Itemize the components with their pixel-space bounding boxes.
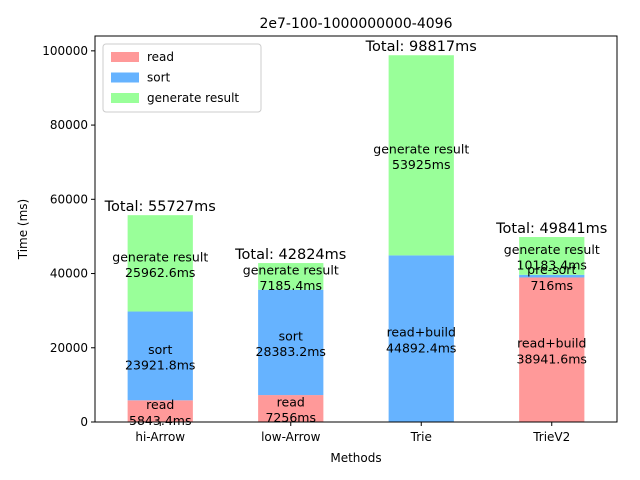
bar-segment xyxy=(258,263,324,290)
bar-segment xyxy=(258,395,324,422)
total-label: Total: 98817ms xyxy=(365,39,477,55)
legend: read sort generate result xyxy=(102,43,262,113)
legend-swatch xyxy=(111,72,139,83)
legend-label: generate result xyxy=(147,91,239,105)
total-label: Total: 55727ms xyxy=(104,199,216,215)
bar-segment xyxy=(519,277,585,422)
bar-segment xyxy=(127,400,193,422)
y-tick-label: 40000 xyxy=(50,267,88,281)
segment-label: generate result 10183.4ms xyxy=(504,242,600,273)
bar-segment xyxy=(258,289,324,396)
legend-label: read xyxy=(147,50,174,64)
x-tick-label: hi-Arrow xyxy=(135,430,185,444)
x-tick-label: Trie xyxy=(410,430,432,444)
bar-segment xyxy=(127,215,193,312)
total-label: Total: 49841ms xyxy=(495,221,607,237)
legend-box xyxy=(102,43,262,113)
segment-label: read+build 38941.6ms xyxy=(517,336,587,367)
y-tick-label: 20000 xyxy=(50,341,88,355)
bar-segment xyxy=(388,255,454,422)
y-tick-label: 60000 xyxy=(50,192,88,206)
bar-segment xyxy=(519,237,585,275)
segment-label: generate result 53925ms xyxy=(373,141,469,172)
x-tick-label: TrieV2 xyxy=(532,430,570,444)
y-tick-label: 0 xyxy=(80,415,88,429)
bar-segment xyxy=(519,274,585,278)
chart-title: 2e7-100-1000000000-4096 xyxy=(259,16,452,32)
axes-layer xyxy=(94,35,618,423)
x-tick-label: low-Arrow xyxy=(261,430,321,444)
segment-label: read 7256ms xyxy=(265,395,316,426)
x-axis-title: Methods xyxy=(330,451,381,465)
y-tick-label: 80000 xyxy=(50,118,88,132)
y-tick-label: 100000 xyxy=(42,44,88,58)
bar-segment xyxy=(388,55,454,256)
segment-label: generate result 25962.6ms xyxy=(112,249,208,280)
segment-label: generate result 7185.4ms xyxy=(243,262,339,293)
labels-layer: read 5843.4ms sort 23921.8ms generate result… xyxy=(104,39,608,428)
bar-segment xyxy=(127,311,193,401)
legend-label: sort xyxy=(147,71,171,85)
segment-label: read 5843.4ms xyxy=(129,397,191,428)
legend-swatch xyxy=(111,93,139,103)
segment-label: pre-sort 716ms xyxy=(527,262,576,293)
bars-layer xyxy=(127,55,585,422)
plot-frame xyxy=(94,35,618,423)
segment-label: read+build 44892.4ms xyxy=(386,325,456,356)
legend-swatch xyxy=(111,52,139,62)
segment-label: sort 23921.8ms xyxy=(125,342,195,373)
ticks-layer: hi-Arrow low-Arrow Trie TrieV2 0 20000 40000 60… xyxy=(42,44,570,444)
segment-label: sort 28383.2ms xyxy=(256,328,326,359)
y-axis-title: Time (ms) xyxy=(16,199,30,261)
total-label: Total: 42824ms xyxy=(234,247,346,263)
